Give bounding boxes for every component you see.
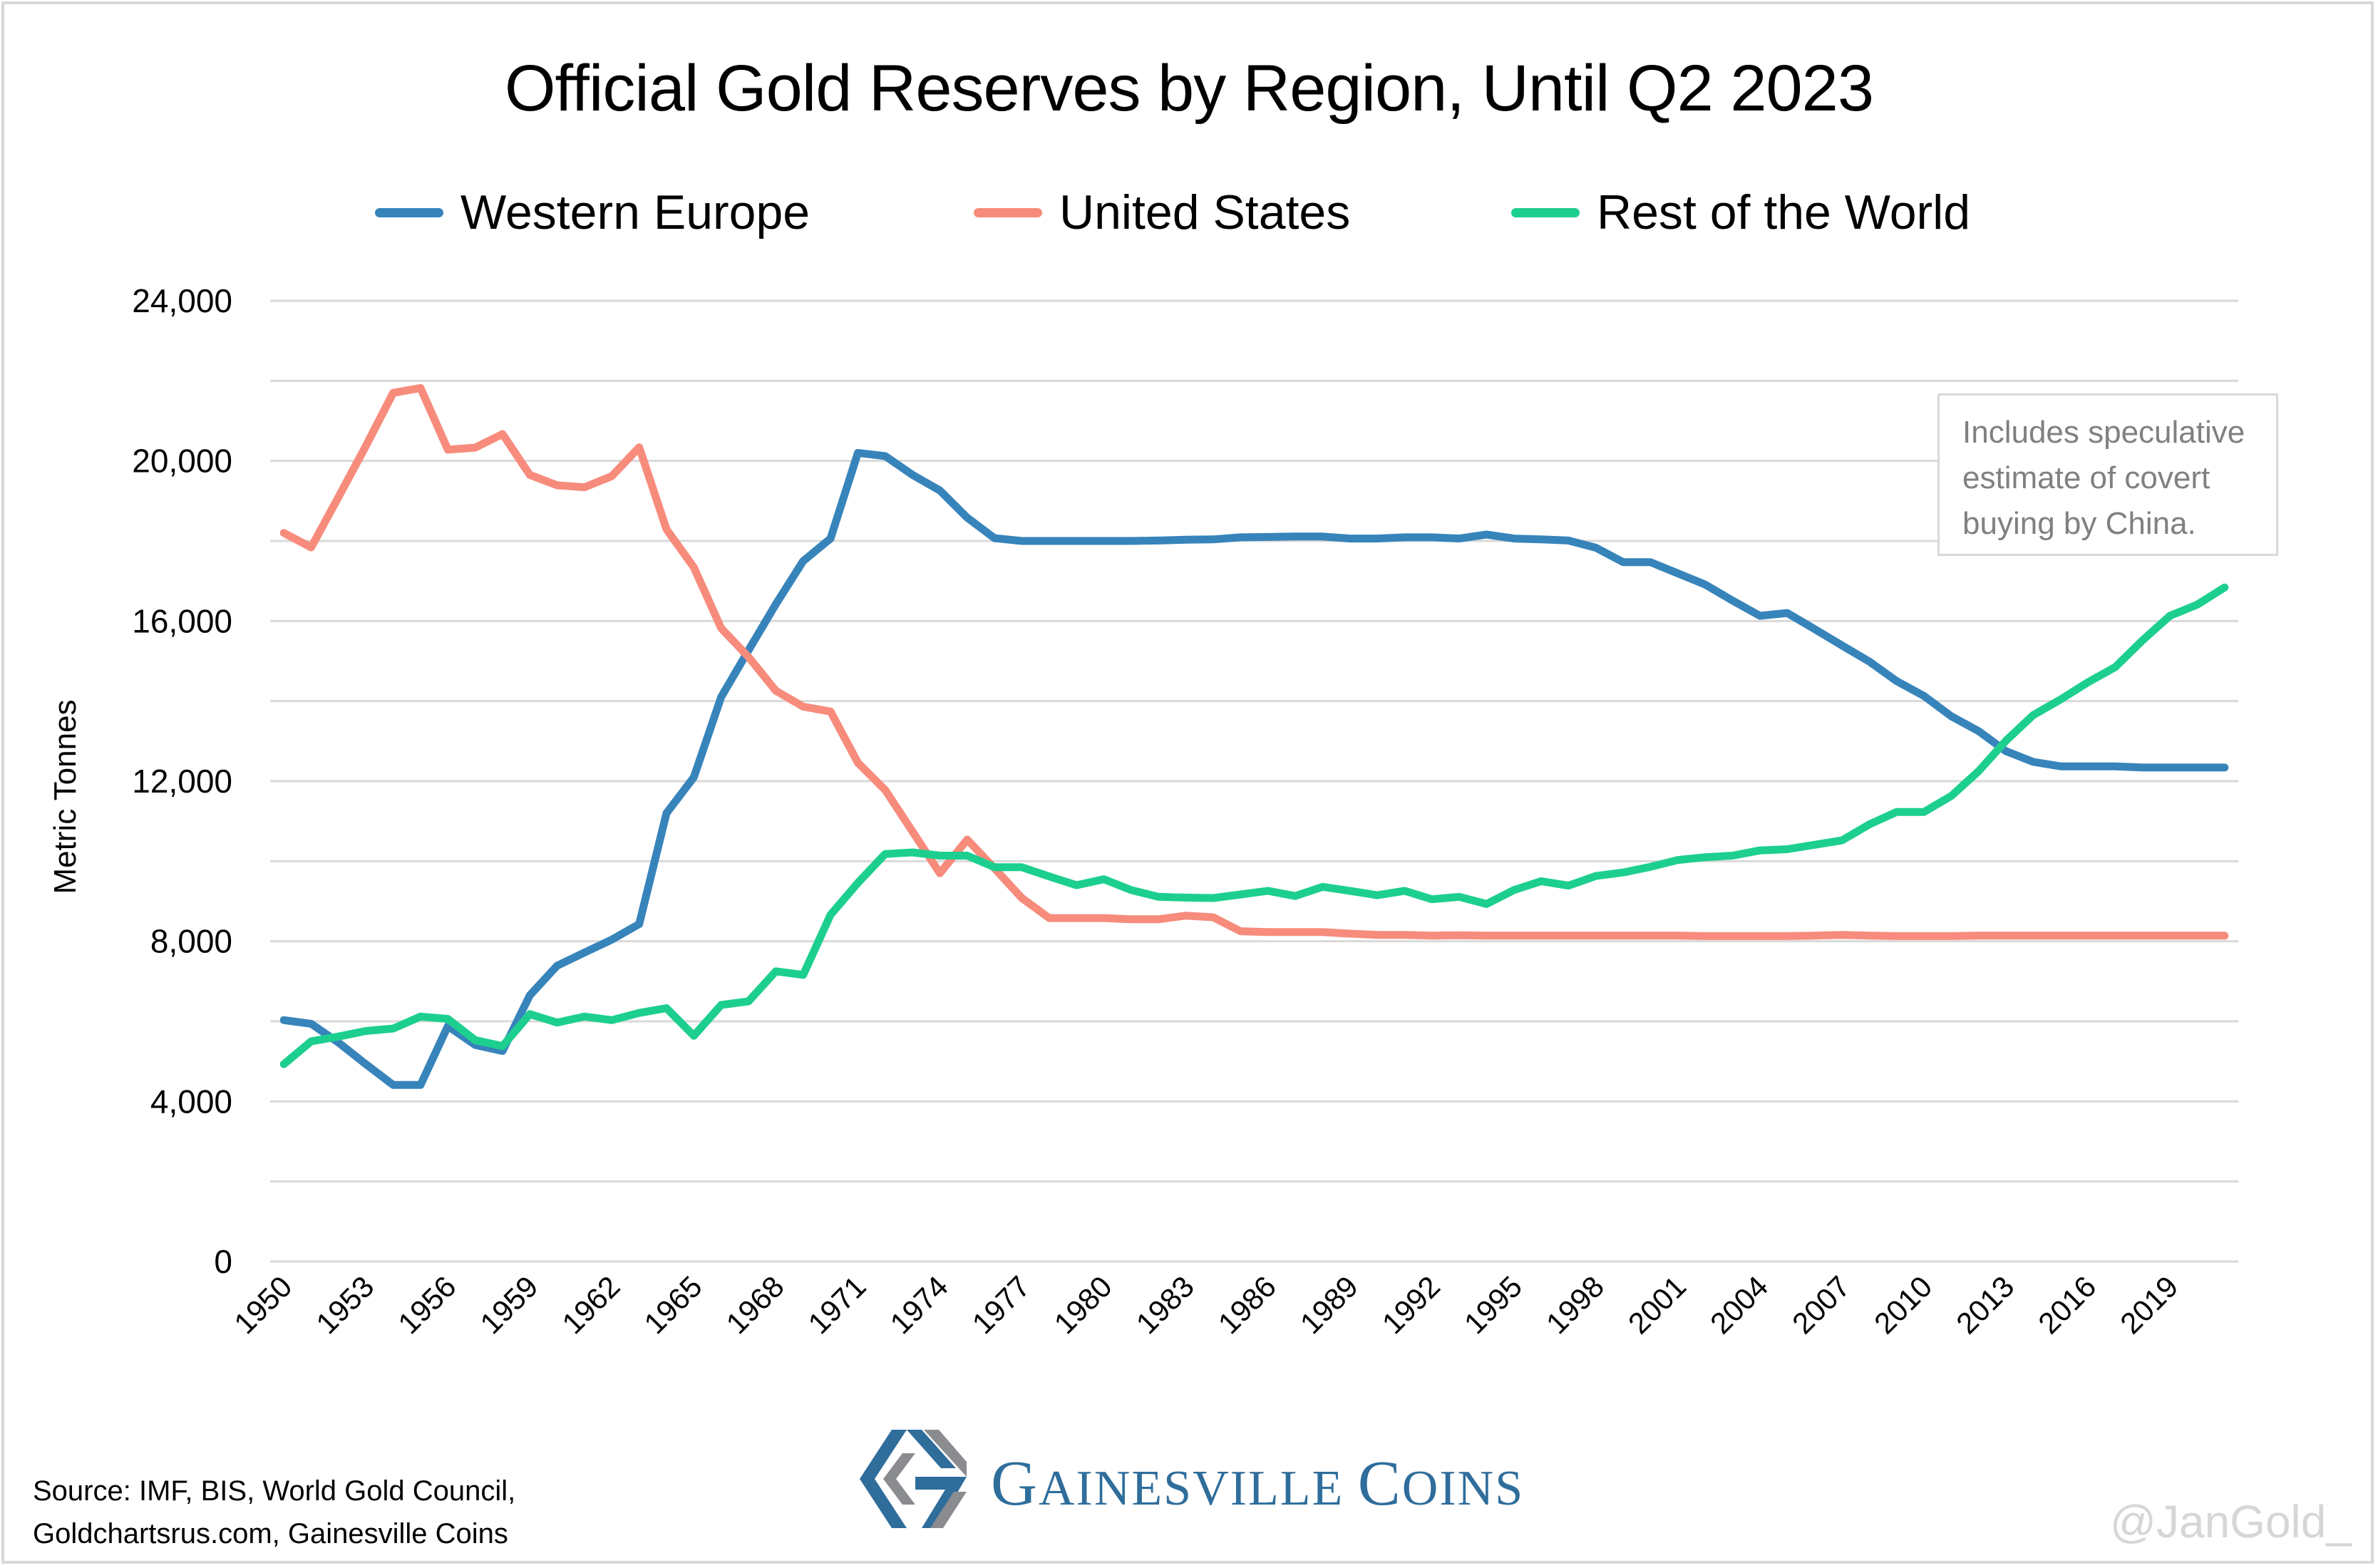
x-tick-label: 1974	[884, 1269, 954, 1340]
x-tick-label: 1986	[1212, 1269, 1282, 1340]
annotation-line: buying by China.	[1962, 506, 2196, 541]
series-line-rest-of-the-world	[279, 583, 2229, 1068]
y-axis-title: Metric Tonnes	[48, 699, 83, 894]
brand-word-2: OINS	[1401, 1461, 1525, 1516]
source-note: Source: IMF, BIS, World Gold Council, Go…	[33, 1470, 515, 1555]
x-tick-label: 2001	[1622, 1269, 1692, 1340]
legend-label-united-states: United States	[1059, 185, 1351, 239]
legend-item-western-europe: Western Europe	[375, 177, 810, 248]
x-axis-tick-labels: 1950 1953 1956 1959 1962 1965 1968 1971 1974 1977…	[227, 1269, 2184, 1340]
x-tick-label: 2007	[1786, 1269, 1856, 1340]
watermark: @JanGold_	[2110, 1496, 2352, 1547]
x-tick-label: 2004	[1704, 1269, 1774, 1340]
legend-swatch-western-europe	[375, 207, 443, 217]
series-line-united-states	[279, 383, 2229, 940]
legend-label-western-europe: Western Europe	[460, 185, 810, 239]
x-tick-label: 2016	[2032, 1269, 2102, 1340]
x-tick-label: 1977	[966, 1269, 1036, 1340]
x-tick-label: 1962	[555, 1269, 626, 1340]
x-tick-label: 1950	[227, 1269, 298, 1340]
brand-initial-c: C	[1357, 1448, 1402, 1519]
series-line-western-europe	[279, 448, 2229, 1089]
annotation-line: Includes speculative	[1962, 415, 2245, 450]
y-tick-label: 20,000	[132, 443, 232, 480]
x-tick-label: 1971	[802, 1269, 873, 1340]
series-lines	[279, 383, 2229, 1089]
y-tick-label: 4,000	[150, 1083, 232, 1120]
x-tick-label: 1983	[1130, 1269, 1200, 1340]
legend: Western Europe United States Rest of the…	[0, 177, 2378, 248]
source-line: Source: IMF, BIS, World Gold Council,	[33, 1475, 516, 1507]
x-tick-label: 1992	[1376, 1269, 1446, 1340]
y-tick-label: 8,000	[150, 923, 232, 960]
x-tick-label: 1980	[1048, 1269, 1118, 1340]
gainesville-coins-logo-icon	[860, 1430, 967, 1528]
x-tick-label: 1968	[719, 1269, 790, 1340]
y-tick-label: 16,000	[132, 602, 232, 639]
brand-word-1: AINESVILLE	[1039, 1461, 1344, 1516]
legend-item-united-states: United States	[974, 177, 1350, 248]
y-axis-tick-labels: 0 4,000 8,000 12,000 16,000 20,000 24,000	[132, 282, 232, 1280]
x-tick-label: 1989	[1294, 1269, 1364, 1340]
x-tick-label: 1998	[1540, 1269, 1610, 1340]
brand-name: GAINESVILLE COINS	[991, 1447, 1524, 1520]
x-tick-label: 2013	[1950, 1269, 2020, 1340]
chart-title: Official Gold Reserves by Region, Until …	[504, 52, 1874, 125]
x-tick-label: 1965	[637, 1269, 708, 1340]
legend-swatch-united-states	[974, 207, 1042, 217]
y-tick-label: 0	[214, 1243, 232, 1280]
x-tick-label: 1995	[1458, 1269, 1528, 1340]
y-tick-label: 12,000	[132, 763, 232, 800]
gridlines	[270, 299, 2238, 1263]
annotation-china-estimate: Includes speculative estimate of covert …	[1937, 393, 2278, 556]
brand-initial-g: G	[991, 1448, 1039, 1519]
x-tick-label: 1956	[391, 1269, 462, 1340]
legend-label-rest-of-world: Rest of the World	[1597, 185, 1971, 239]
legend-item-rest-of-world: Rest of the World	[1511, 177, 1970, 248]
x-tick-label: 1953	[309, 1269, 380, 1340]
source-line: Goldchartsrus.com, Gainesville Coins	[33, 1518, 508, 1549]
x-tick-label: 2019	[2114, 1269, 2184, 1340]
y-tick-label: 24,000	[132, 282, 232, 319]
x-tick-label: 1959	[473, 1269, 544, 1340]
x-tick-label: 2010	[1868, 1269, 1938, 1340]
annotation-line: estimate of covert	[1962, 460, 2210, 495]
legend-swatch-rest-of-world	[1511, 207, 1580, 217]
